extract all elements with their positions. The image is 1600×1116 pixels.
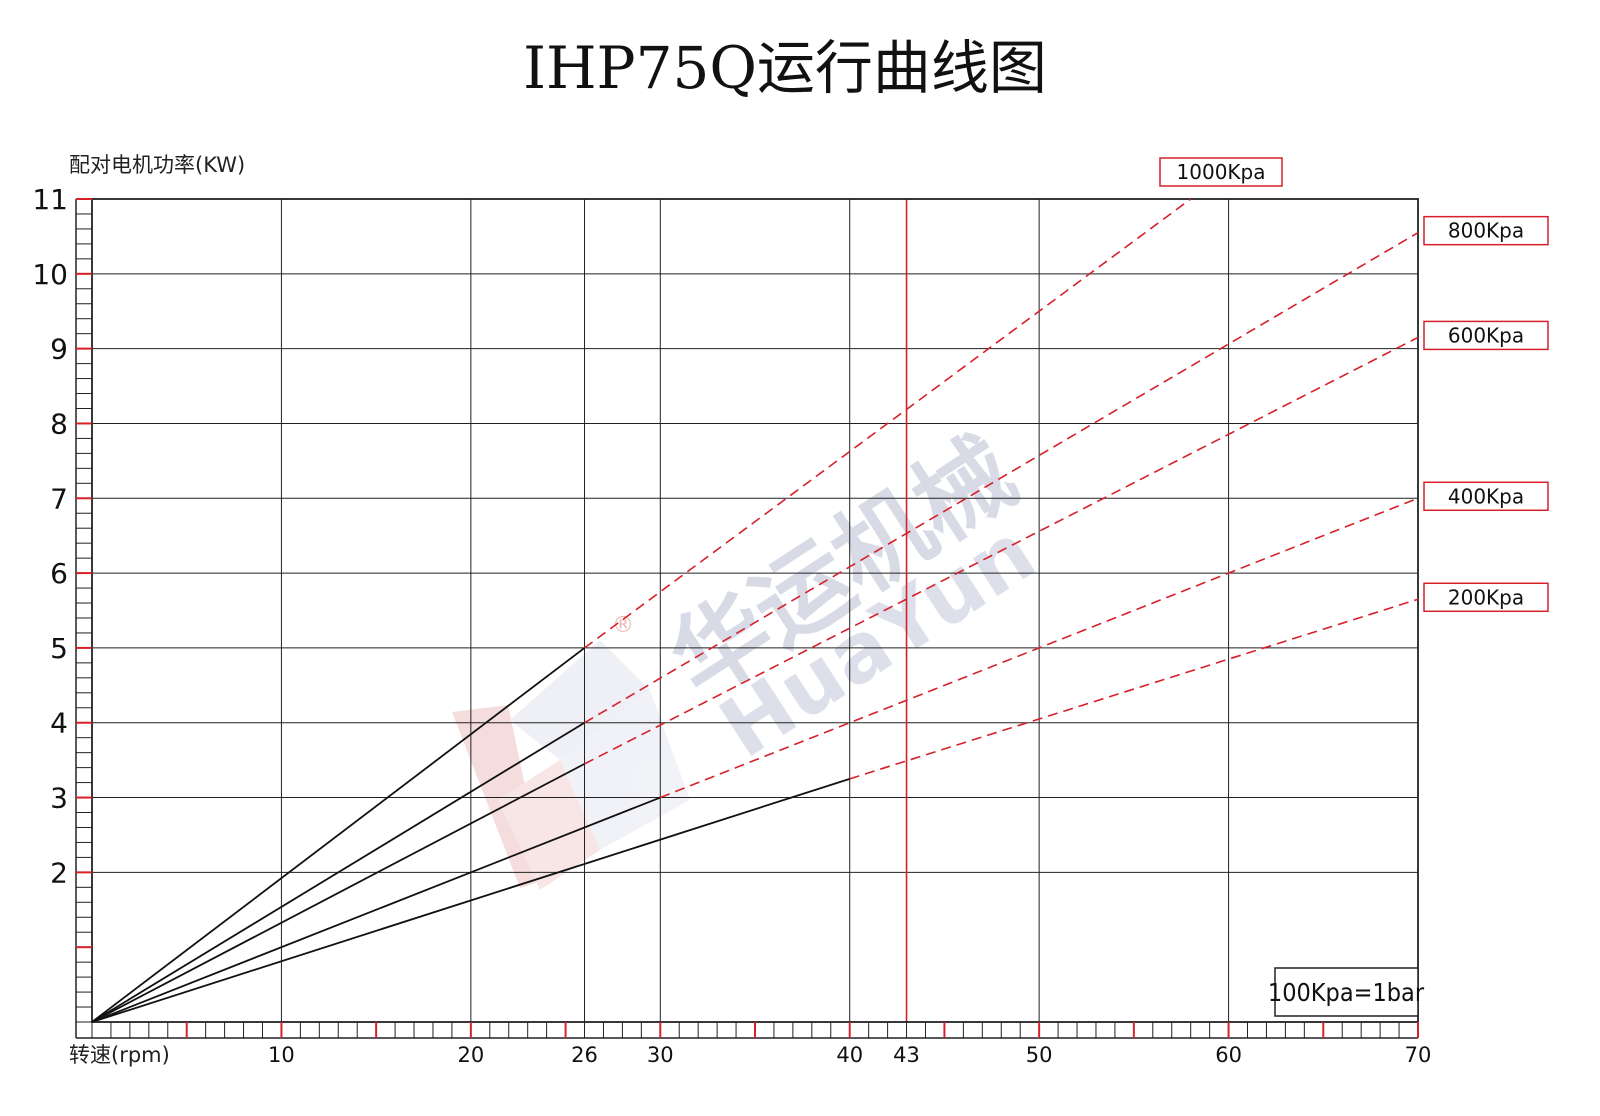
series-dashed-800Kpa (584, 231, 1419, 724)
unit-note: 100Kpa=1bar (1268, 967, 1425, 1017)
axis-rulers (75, 198, 1419, 1039)
unit-note-text: 100Kpa=1bar (1268, 978, 1425, 1007)
series-dashed-600Kpa (584, 336, 1419, 765)
series-lines (91, 198, 1419, 1023)
y-tick-label-6: 6 (50, 557, 68, 590)
series-solid-600Kpa (91, 763, 585, 1023)
y-tick-label-10: 10 (32, 258, 68, 291)
x-tick-label-43: 43 (893, 1043, 920, 1067)
y-tick-label-11: 11 (32, 183, 68, 216)
series-dashed-200Kpa (849, 598, 1419, 780)
y-tick-label-8: 8 (50, 407, 68, 440)
series-dashed-400Kpa (659, 497, 1419, 799)
x-tick-label-70: 70 (1405, 1043, 1432, 1067)
y-tick-label-5: 5 (50, 632, 68, 665)
x-tick-label-30: 30 (647, 1043, 674, 1067)
series-label-text: 200Kpa (1448, 585, 1524, 609)
series-label-box (1423, 320, 1549, 351)
y-tick-label-4: 4 (50, 707, 68, 740)
y-tick-label-2: 2 (50, 856, 68, 889)
y-axis-label: 配对电机功率(KW) (69, 153, 245, 177)
series-solid-800Kpa (91, 721, 585, 1023)
series-label-box (1423, 582, 1549, 613)
x-tick-label-10: 10 (268, 1043, 295, 1067)
series-label-box (1159, 157, 1283, 187)
watermark: 华运机械 HuaYun ® (452, 416, 1052, 890)
series-solid-200Kpa (91, 777, 850, 1023)
series-labels: 1000Kpa 800Kpa 600Kpa 400Kpa 200Kpa (1159, 157, 1549, 613)
series-solid-400Kpa (91, 796, 661, 1023)
x-tick-label-60: 60 (1215, 1043, 1242, 1067)
chart-title: IHP75Q运行曲线图 (523, 34, 1047, 102)
tick-labels: 2 3 4 5 6 7 8 9 10 11 10 20 26 30 40 43 50 60 70 (32, 183, 1431, 1067)
series-label-1000Kpa: 1000Kpa (1159, 157, 1283, 187)
x-tick-label-40: 40 (836, 1043, 863, 1067)
y-tick-label-7: 7 (50, 482, 68, 515)
series-label-box (1423, 215, 1549, 246)
x-tick-label-50: 50 (1026, 1043, 1053, 1067)
series-solid-1000Kpa (91, 647, 586, 1023)
x-tick-label-20: 20 (457, 1043, 484, 1067)
series-label-800Kpa: 800Kpa (1423, 215, 1549, 246)
x-axis-label: 转速(rpm) (69, 1043, 170, 1067)
series-label-text: 800Kpa (1448, 219, 1524, 243)
watermark-registered-mark: ® (612, 613, 634, 638)
series-dashed-1000Kpa (584, 198, 1192, 649)
series-label-400Kpa: 400Kpa (1423, 481, 1549, 512)
watermark-logo-icon (452, 640, 690, 890)
series-label-text: 600Kpa (1448, 323, 1524, 347)
y-tick-label-3: 3 (50, 782, 68, 815)
series-label-text: 400Kpa (1448, 484, 1524, 508)
series-label-box (1423, 481, 1549, 512)
series-label-200Kpa: 200Kpa (1423, 582, 1549, 613)
x-tick-label-26: 26 (571, 1043, 598, 1067)
series-label-text: 1000Kpa (1177, 160, 1266, 184)
y-tick-label-9: 9 (50, 333, 68, 366)
series-label-600Kpa: 600Kpa (1423, 320, 1549, 351)
